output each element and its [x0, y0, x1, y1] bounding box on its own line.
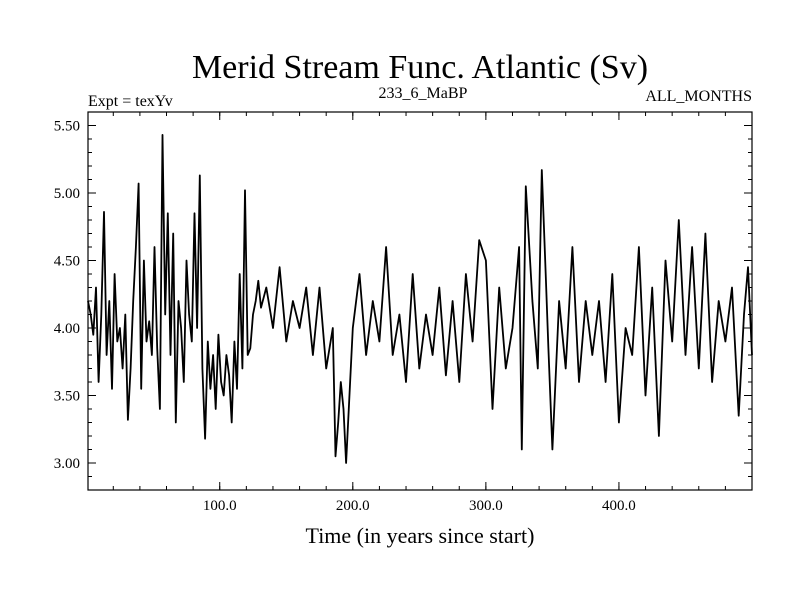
y-tick-label: 4.50 [54, 254, 80, 270]
y-tick-label: 3.00 [54, 456, 80, 472]
x-tick-label: 300.0 [469, 498, 503, 514]
chart-title: Merid Stream Func. Atlantic (Sv) [192, 49, 648, 86]
axis-ticks [88, 111, 752, 490]
subtitle-case: 233_6_MaBP [379, 85, 468, 102]
x-tick-label: 100.0 [203, 498, 237, 514]
x-tick-label: 200.0 [336, 498, 370, 514]
series-line [87, 134, 753, 464]
plot-area-frame [87, 111, 753, 491]
y-tick-label: 5.50 [54, 119, 80, 135]
x-axis-label: Time (in years since start) [306, 523, 535, 548]
subtitle-experiment: Expt = texYv [88, 93, 173, 110]
y-tick-label: 4.00 [54, 321, 80, 337]
subtitle-months: ALL_MONTHS [645, 88, 752, 105]
y-tick-label: 5.00 [54, 186, 80, 202]
tick-labels: 100.0 200.0 300.0 400.0 3.00 3.50 4.00 4.50 5.00… [54, 119, 636, 515]
x-tick-label: 400.0 [602, 498, 636, 514]
y-tick-label: 3.50 [54, 389, 80, 405]
